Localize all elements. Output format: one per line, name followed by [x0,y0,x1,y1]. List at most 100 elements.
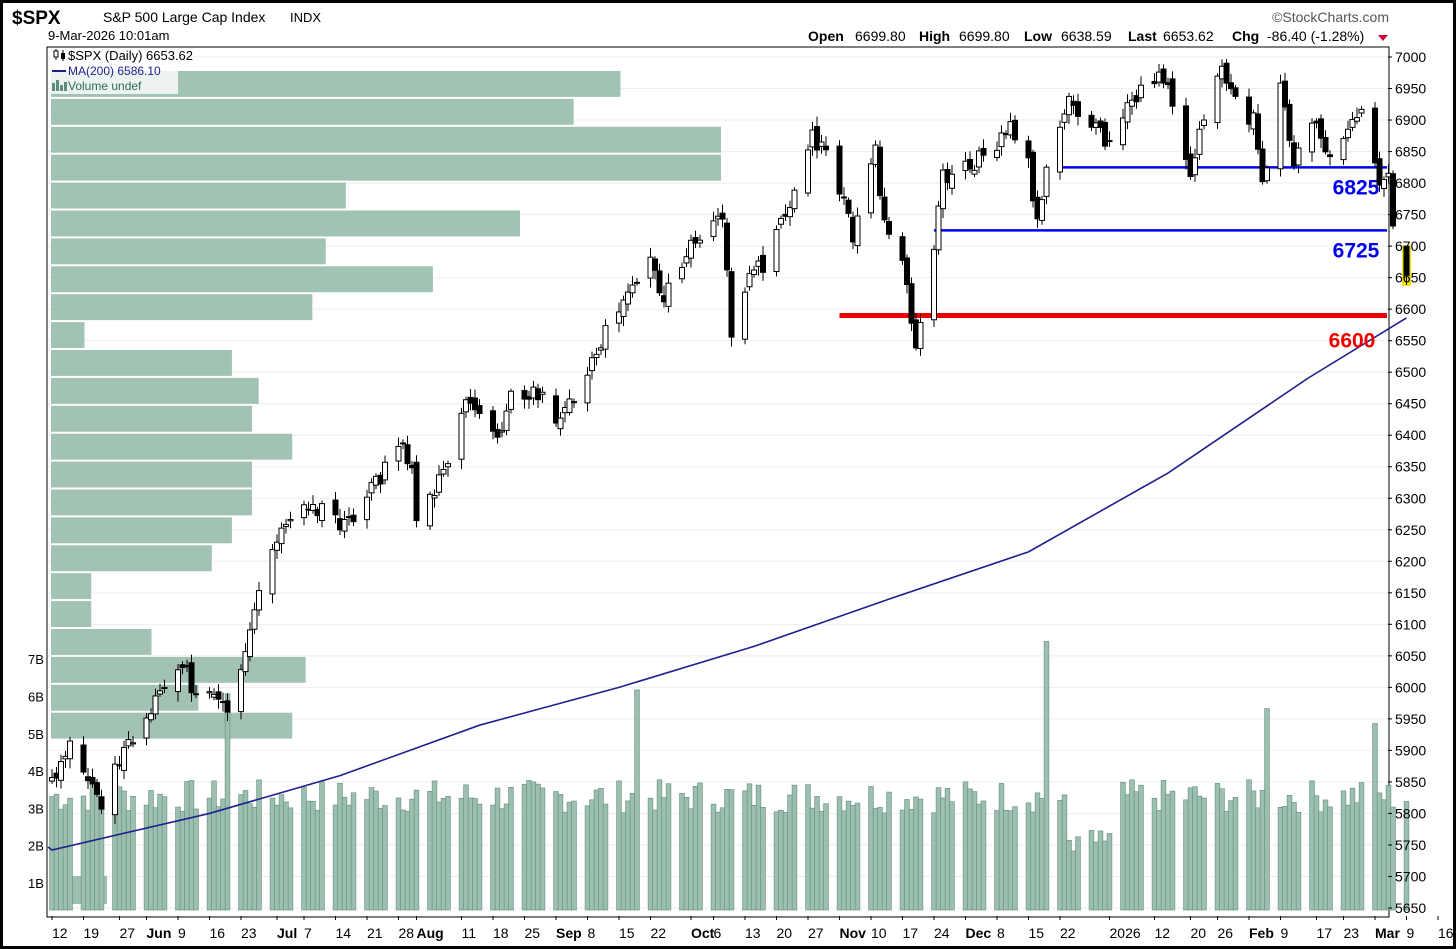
volume-bar [1120,782,1126,911]
x-tick-label: 12 [52,925,68,941]
candle [319,500,325,528]
candle-body [341,518,348,532]
candle-body [1169,78,1176,107]
volume-bar [971,791,978,911]
candle-body [971,169,978,175]
candle-body [458,412,465,460]
volume-bar [841,810,847,911]
volume-bar [184,781,190,911]
volume-by-price-bar [51,684,199,711]
candle-body [80,744,87,773]
candle-body [382,461,388,481]
volume-bar [1295,811,1302,911]
candle-body [1246,96,1252,125]
x-tick-label: 21 [367,925,383,941]
candle [1196,121,1203,160]
candle-body [121,746,127,771]
volume-bar [1106,833,1113,911]
candle-body [445,463,451,468]
candle [350,508,357,527]
candle-body [112,763,118,816]
candle [458,407,465,470]
volume-bar [269,797,276,911]
candle [1012,115,1018,144]
candle-body [215,691,222,700]
candle-body [404,444,411,465]
volume-bar [382,805,388,911]
candle [463,396,469,418]
volume-bar [490,804,496,911]
volume-bar [1192,786,1198,911]
candle-body [931,248,937,321]
candle-body [1075,101,1081,117]
volume-bar [125,810,132,911]
candle-body [188,662,195,694]
x-tick-label: Dec [966,925,992,941]
chg-down-icon [1378,35,1388,41]
volume-bar [238,794,244,911]
candle [521,385,528,409]
x-tick-label: 13 [745,925,761,941]
volume-by-price-bar [51,238,326,265]
candle-body [431,495,438,499]
x-tick-label: 11 [462,925,477,941]
volume-bar [1340,790,1347,911]
y-tick-label: 7000 [1395,49,1426,65]
volume-bar [521,783,528,911]
candle [1129,91,1135,115]
candle-body [503,410,510,431]
volume-bar [1214,783,1221,911]
candle-body [1106,140,1113,143]
volume-by-price-bar [51,629,152,655]
volume-bar [836,796,843,911]
volume-bar [152,807,159,911]
y-tick-label: 5950 [1395,711,1426,727]
x-tick-label: 8 [588,925,596,941]
y-tick-label: 5900 [1395,742,1426,758]
volume-bar [377,808,384,911]
candle-body [616,311,622,324]
candle [332,492,339,524]
candle [1345,120,1351,142]
volume-tick-label: 4B [28,764,44,779]
volume-bar [445,796,451,911]
candle-body [1372,107,1378,164]
x-tick-label: Feb [1249,925,1274,941]
candle-body [1390,173,1396,227]
volume-bar [1345,804,1351,911]
x-tick-label: 16 [1438,925,1454,941]
candle-body [1129,99,1135,107]
y-tick-label: 6350 [1395,459,1426,475]
candle-body [728,271,735,338]
volume-bar [530,781,537,911]
volume-bar [814,796,820,911]
x-tick-label: 26 [1218,925,1234,941]
x-tick-label: 15 [619,925,635,941]
x-tick-label: 17 [1317,925,1333,941]
volume-bar [463,784,469,911]
volume-bar [976,803,982,911]
y-tick-label: 6200 [1395,553,1426,569]
candle [557,412,564,436]
candle-body [845,199,852,214]
low-value: 6638.59 [1061,28,1112,44]
candle [602,319,609,358]
candle-body [157,690,163,695]
candle-body [1183,105,1189,160]
candle [688,234,694,268]
volume-bar [904,799,910,911]
candle-body [364,496,370,521]
volume-bar [1282,806,1288,911]
candle [1075,93,1081,126]
volume-tick-label: 3B [28,801,44,816]
candle [440,460,447,477]
volume-bar [467,797,474,911]
volume-bar [1160,780,1167,911]
volume-bar [1390,806,1396,911]
volume-by-price-bar [51,461,252,488]
candle [868,158,874,219]
candle [814,116,820,159]
x-tick-label: 9 [1407,925,1415,941]
volume-bar [301,786,307,911]
volume-bar [886,791,892,911]
